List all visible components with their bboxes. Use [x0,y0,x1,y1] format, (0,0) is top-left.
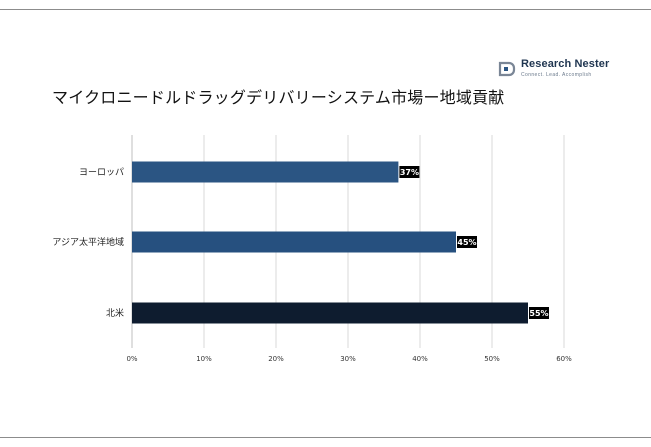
bar [132,231,456,253]
x-tick-label: 30% [340,355,356,363]
x-tick-label: 10% [196,355,212,363]
x-tick-label: 60% [556,355,572,363]
data-label-box [457,236,477,248]
x-tick-label: 0% [126,355,137,363]
top-rule [0,9,651,10]
category-label: ヨーロッパ [79,167,124,178]
brand-tagline: Connect. Lead. Accomplish [521,72,592,78]
bar [132,302,528,324]
data-label-box [399,166,420,178]
data-label-box [529,307,549,319]
research-nester-logo-icon [498,61,516,77]
brand-logo: Research Nester Connect. Lead. Accomplis… [497,58,610,82]
data-label: 55% [529,309,548,318]
x-tick-label: 40% [412,355,428,363]
chart-title: マイクロニードルドラッグデリバリーシステム市場ー地域貢献 [52,88,505,107]
category-label: 北米 [106,307,124,319]
brand-name: Research Nester [521,58,610,70]
bottom-rule [0,437,651,438]
x-tick-label: 50% [484,355,500,363]
data-label: 37% [400,168,419,177]
x-tick-label: 20% [268,355,284,363]
bar [132,161,399,183]
data-label: 45% [457,238,476,247]
category-label: アジア太平洋地域 [52,236,124,248]
